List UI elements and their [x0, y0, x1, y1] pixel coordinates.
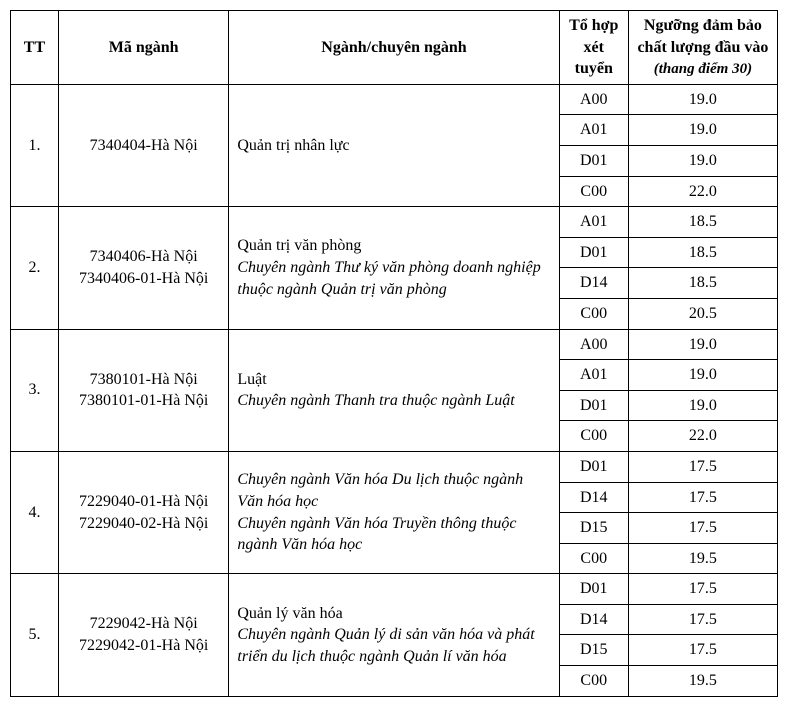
col-name: Ngành/chuyên ngành — [229, 11, 559, 85]
threshold-line2: (thang điểm 30) — [654, 61, 752, 77]
name-plain: Quản lý văn hóa — [237, 605, 342, 622]
name-plain: Quản trị nhân lực — [237, 137, 349, 154]
cell-score: 19.5 — [628, 543, 777, 574]
cell-score: 17.5 — [628, 574, 777, 605]
cell-combo: A01 — [559, 115, 628, 146]
cell-combo: D01 — [559, 237, 628, 268]
name-italic: Chuyên ngành Thư ký văn phòng doanh nghi… — [237, 259, 540, 298]
cell-combo: D15 — [559, 513, 628, 544]
cell-score: 19.0 — [628, 115, 777, 146]
col-code: Mã ngành — [58, 11, 228, 85]
cell-name: Quản trị nhân lực — [229, 84, 559, 206]
cell-score: 22.0 — [628, 421, 777, 452]
cell-tt: 5. — [11, 574, 59, 696]
table-row: 5.7229042-Hà Nội7229042-01-Hà NộiQuản lý… — [11, 574, 778, 605]
name-italic: Chuyên ngành Thanh tra thuộc ngành Luật — [237, 392, 514, 409]
cell-combo: D01 — [559, 145, 628, 176]
cell-code: 7340404-Hà Nội — [58, 84, 228, 206]
cell-combo: A01 — [559, 360, 628, 391]
cell-score: 19.0 — [628, 390, 777, 421]
name-plain: Luật — [237, 371, 266, 388]
cell-combo: D14 — [559, 482, 628, 513]
header-row: TT Mã ngành Ngành/chuyên ngành Tổ hợp xé… — [11, 11, 778, 85]
cell-combo: C00 — [559, 298, 628, 329]
cell-code: 7229042-Hà Nội7229042-01-Hà Nội — [58, 574, 228, 696]
col-threshold: Ngưỡng đảm bảo chất lượng đầu vào (thang… — [628, 11, 777, 85]
cell-tt: 3. — [11, 329, 59, 451]
cell-name: Chuyên ngành Văn hóa Du lịch thuộc ngành… — [229, 451, 559, 573]
cell-tt: 4. — [11, 451, 59, 573]
table-row: 2.7340406-Hà Nội7340406-01-Hà NộiQuản tr… — [11, 207, 778, 238]
cell-combo: D14 — [559, 604, 628, 635]
cell-combo: A00 — [559, 329, 628, 360]
cell-combo: D01 — [559, 574, 628, 605]
cell-name: Luật Chuyên ngành Thanh tra thuộc ngành L… — [229, 329, 559, 451]
cell-score: 17.5 — [628, 451, 777, 482]
cell-score: 18.5 — [628, 207, 777, 238]
name-plain: Quản trị văn phòng — [237, 237, 361, 254]
cell-score: 17.5 — [628, 482, 777, 513]
admission-table: TT Mã ngành Ngành/chuyên ngành Tổ hợp xé… — [10, 10, 778, 697]
cell-score: 19.0 — [628, 329, 777, 360]
cell-combo: C00 — [559, 421, 628, 452]
cell-combo: C00 — [559, 176, 628, 207]
cell-combo: A01 — [559, 207, 628, 238]
table-row: 1.7340404-Hà NộiQuản trị nhân lựcA0019.0 — [11, 84, 778, 115]
name-italic: Chuyên ngành Văn hóa Du lịch thuộc ngành… — [237, 471, 523, 553]
table-row: 4.7229040-01-Hà Nội7229040-02-Hà NộiChuy… — [11, 451, 778, 482]
cell-score: 19.0 — [628, 360, 777, 391]
cell-score: 18.5 — [628, 268, 777, 299]
cell-combo: C00 — [559, 666, 628, 697]
cell-combo: C00 — [559, 543, 628, 574]
cell-score: 18.5 — [628, 237, 777, 268]
cell-score: 19.0 — [628, 145, 777, 176]
name-italic: Chuyên ngành Quản lý di sản văn hóa và p… — [237, 626, 534, 665]
cell-tt: 1. — [11, 84, 59, 206]
cell-name: Quản trị văn phòng Chuyên ngành Thư ký vă… — [229, 207, 559, 329]
cell-combo: D01 — [559, 451, 628, 482]
cell-score: 19.0 — [628, 84, 777, 115]
cell-score: 17.5 — [628, 635, 777, 666]
cell-combo: D14 — [559, 268, 628, 299]
threshold-line1: Ngưỡng đảm bảo chất lượng đầu vào — [637, 17, 768, 56]
cell-score: 17.5 — [628, 604, 777, 635]
col-tt: TT — [11, 11, 59, 85]
cell-code: 7340406-Hà Nội7340406-01-Hà Nội — [58, 207, 228, 329]
cell-name: Quản lý văn hóa Chuyên ngành Quản lý di s… — [229, 574, 559, 696]
col-combo: Tổ hợp xét tuyển — [559, 11, 628, 85]
cell-score: 22.0 — [628, 176, 777, 207]
cell-score: 20.5 — [628, 298, 777, 329]
cell-combo: A00 — [559, 84, 628, 115]
cell-tt: 2. — [11, 207, 59, 329]
cell-score: 17.5 — [628, 513, 777, 544]
cell-score: 19.5 — [628, 666, 777, 697]
cell-code: 7380101-Hà Nội7380101-01-Hà Nội — [58, 329, 228, 451]
cell-code: 7229040-01-Hà Nội7229040-02-Hà Nội — [58, 451, 228, 573]
cell-combo: D15 — [559, 635, 628, 666]
table-row: 3.7380101-Hà Nội7380101-01-Hà NộiLuậtChu… — [11, 329, 778, 360]
cell-combo: D01 — [559, 390, 628, 421]
